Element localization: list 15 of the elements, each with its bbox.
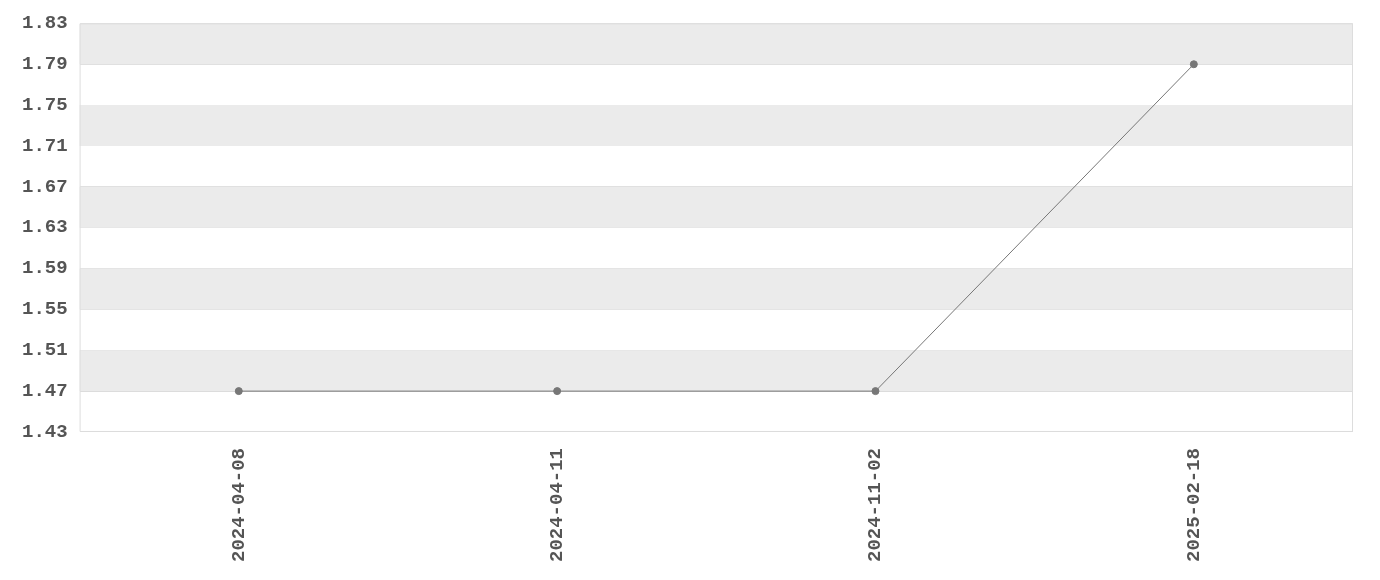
x-tick-label: 2024-04-11 (545, 447, 568, 563)
x-tick-label: 2024-11-02 (864, 447, 887, 563)
y-tick-label: 1.59 (22, 257, 68, 280)
y-tick-label: 1.67 (22, 175, 68, 198)
y-tick-label: 1.83 (22, 12, 68, 35)
y-tick-label: 1.79 (22, 53, 68, 76)
y-tick-label: 1.55 (22, 298, 68, 321)
y-tick-label: 1.47 (22, 379, 68, 402)
x-tick-label: 2025-02-18 (1182, 447, 1205, 563)
y-tick-label: 1.75 (22, 93, 68, 116)
y-tick-label: 1.43 (22, 420, 68, 443)
y-tick-label: 1.51 (22, 339, 68, 362)
x-tick-label: 2024-04-08 (227, 447, 250, 563)
y-tick-label: 1.71 (22, 134, 68, 157)
y-tick-label: 1.63 (22, 216, 68, 239)
